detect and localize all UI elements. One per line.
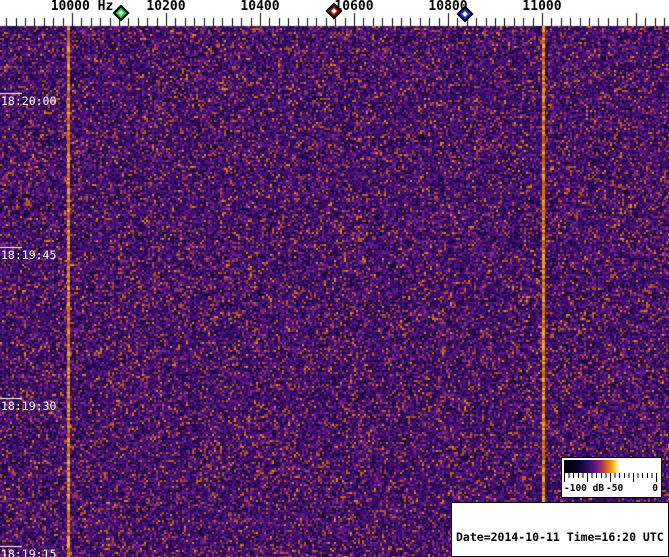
intensity-legend: -100 dB -50 0 bbox=[561, 457, 662, 498]
freq-tick-label-10200: 10200 bbox=[146, 0, 186, 14]
legend-label-min: -100 dB bbox=[564, 483, 605, 494]
marker-center-icon bbox=[462, 11, 468, 17]
freq-tick-label-11000: 11000 bbox=[522, 0, 562, 14]
marker-center-icon bbox=[118, 10, 124, 16]
legend-label-max: 0 bbox=[652, 483, 658, 494]
time-label: 18:19:15 bbox=[1, 547, 57, 557]
legend-color-gradient bbox=[564, 460, 659, 473]
legend-label-mid: -50 bbox=[606, 483, 624, 494]
time-label: 18:19:30 bbox=[1, 399, 57, 413]
time-label: 18:20:00 bbox=[1, 94, 57, 108]
info-box: Date=2014-10-11 Time=16:20 UTC Freq=143 … bbox=[451, 502, 669, 557]
time-label: 18:19:45 bbox=[1, 248, 57, 262]
freq-tick-label-10600: 10600 bbox=[334, 0, 374, 14]
legend-ruler-ticks bbox=[564, 473, 659, 482]
info-date-line: Date=2014-10-11 Time=16:20 UTC bbox=[456, 530, 664, 544]
legend-labels: -100 dB -50 0 bbox=[562, 483, 661, 496]
freq-tick-label-10400: 10400 bbox=[240, 0, 280, 14]
freq-tick-label-10800: 10800 bbox=[428, 0, 468, 14]
freq-tick-label-10000: 10000 Hz bbox=[50, 0, 114, 14]
marker-center-icon bbox=[331, 8, 337, 14]
